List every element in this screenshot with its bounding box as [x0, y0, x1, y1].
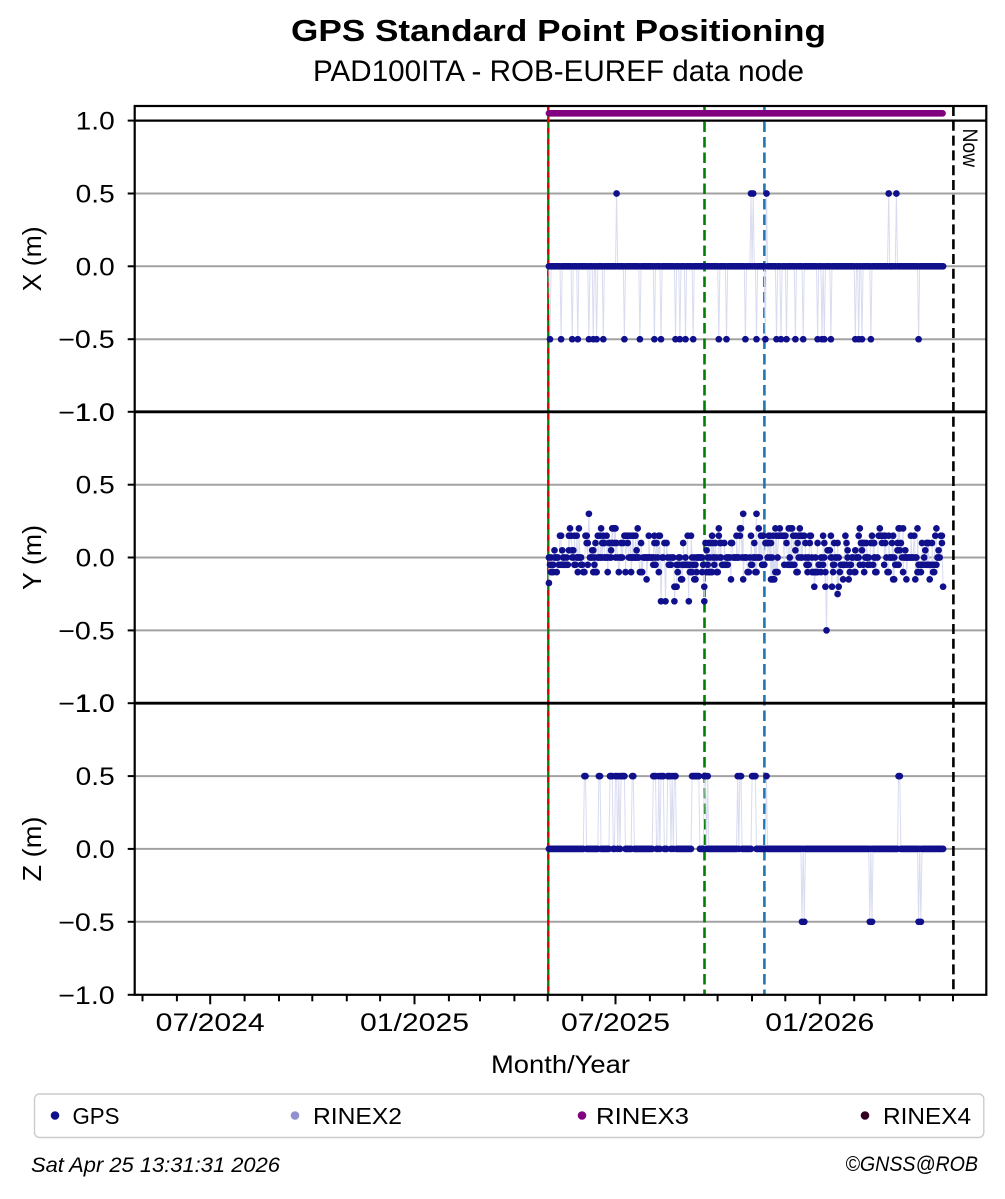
svg-text:−0.5: −0.5	[58, 617, 115, 645]
svg-text:PAD100ITA - ROB-EUREF data nod: PAD100ITA - ROB-EUREF data node	[313, 55, 804, 88]
svg-text:0.5: 0.5	[76, 763, 115, 791]
svg-text:0.0: 0.0	[76, 545, 115, 573]
svg-text:0.5: 0.5	[76, 472, 115, 500]
svg-text:01/2026: 01/2026	[765, 1009, 874, 1037]
svg-text:0.0: 0.0	[76, 836, 115, 864]
svg-text:1.0: 1.0	[76, 108, 115, 136]
svg-text:07/2025: 07/2025	[561, 1009, 670, 1037]
svg-text:−0.5: −0.5	[58, 326, 115, 354]
svg-text:X (m): X (m)	[17, 226, 47, 291]
svg-text:Month/Year: Month/Year	[491, 1051, 630, 1079]
svg-text:−0.5: −0.5	[58, 909, 115, 937]
svg-text:01/2025: 01/2025	[360, 1009, 469, 1037]
svg-text:GPS: GPS	[73, 1103, 120, 1129]
svg-text:07/2024: 07/2024	[156, 1009, 265, 1037]
svg-text:−1.0: −1.0	[58, 982, 115, 1010]
svg-text:1.0: 1.0	[76, 399, 115, 427]
svg-text:0.0: 0.0	[76, 253, 115, 281]
svg-text:RINEX2: RINEX2	[313, 1103, 402, 1129]
svg-text:Now: Now	[958, 129, 982, 168]
svg-text:1.0: 1.0	[76, 690, 115, 718]
svg-text:Z (m): Z (m)	[17, 817, 47, 882]
svg-text:©GNSS@ROB: ©GNSS@ROB	[845, 1153, 978, 1176]
svg-text:RINEX3: RINEX3	[596, 1103, 689, 1129]
svg-text:RINEX4: RINEX4	[883, 1103, 971, 1129]
svg-text:GPS Standard Point Positioning: GPS Standard Point Positioning	[291, 13, 826, 48]
svg-text:Sat Apr 25 13:31:31 2026: Sat Apr 25 13:31:31 2026	[31, 1154, 280, 1177]
svg-text:−1.0: −1.0	[58, 690, 115, 718]
svg-text:−1.0: −1.0	[58, 399, 115, 427]
svg-text:Y (m): Y (m)	[17, 525, 47, 590]
svg-text:0.5: 0.5	[76, 181, 115, 209]
